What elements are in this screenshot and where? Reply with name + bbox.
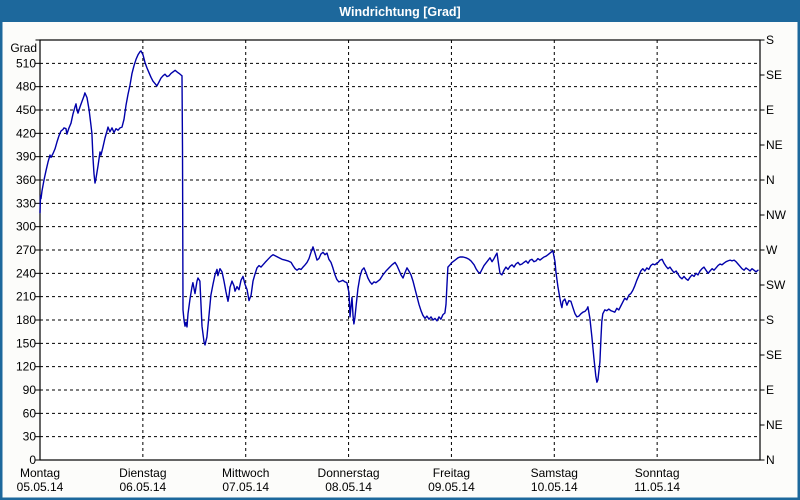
vertical-gridlines	[142, 40, 658, 460]
y-axis-left-label: 270	[16, 243, 36, 257]
day-name-label: Dienstag	[119, 466, 166, 480]
y-axis-left-label: 120	[16, 360, 36, 374]
day-date-label: 06.05.14	[119, 480, 166, 494]
y-axis-left-label: 30	[23, 430, 37, 444]
y-axis-right-label: SE	[766, 348, 782, 362]
day-name-label: Donnerstag	[318, 466, 380, 480]
y-axis-right-label: E	[766, 103, 774, 117]
day-date-label: 05.05.14	[17, 480, 64, 494]
y-axis-left-label: 90	[23, 383, 37, 397]
y-axis-left-label: 300	[16, 220, 36, 234]
y-axis-left-label: 360	[16, 173, 36, 187]
y-axis-left-label: 60	[23, 406, 37, 420]
day-name-label: Mittwoch	[222, 466, 269, 480]
y-axis-left-label: 210	[16, 290, 36, 304]
y-axis-right-label: N	[766, 453, 775, 467]
day-date-label: 09.05.14	[428, 480, 475, 494]
y-axis-right-label: E	[766, 383, 774, 397]
y-axis-left-label: 480	[16, 80, 36, 94]
y-axis-left-label: 420	[16, 126, 36, 140]
chart-title: Windrichtung [Grad]	[339, 5, 460, 19]
day-name-label: Samstag	[531, 466, 578, 480]
y-axis-right-label: W	[766, 243, 778, 257]
y-axis-left-label: 0	[29, 453, 36, 467]
y-axis-left-label: 450	[16, 103, 36, 117]
day-date-label: 07.05.14	[222, 480, 269, 494]
day-name-label: Sonntag	[635, 466, 680, 480]
y-axis-left-label: 510	[16, 56, 36, 70]
y-axis-left: 0 30 60 90 120 150 180 210 240 270 300 330 360 390 420…	[10, 39, 40, 467]
y-axis-left-label: 330	[16, 196, 36, 210]
y-axis-right-label: NE	[766, 138, 783, 152]
day-date-label: 11.05.14	[634, 480, 680, 494]
y-axis-left-label: 150	[16, 336, 36, 350]
horizontal-gridlines	[40, 62, 760, 438]
day-date-label: 08.05.14	[325, 480, 372, 494]
y-axis-right-label: S	[766, 33, 774, 47]
y-axis-unit-label: Grad	[10, 41, 37, 55]
day-date-label: 10.05.14	[531, 480, 578, 494]
y-axis-right: N NE E SE S SW W NW N NE E SE S	[760, 33, 787, 467]
plot-border	[39, 39, 761, 461]
y-axis-right-label: S	[766, 313, 774, 327]
day-name-label: Freitag	[433, 466, 470, 480]
y-axis-left-label: 180	[16, 313, 36, 327]
y-axis-right-label: N	[766, 173, 775, 187]
y-axis-right-label: SE	[766, 68, 782, 82]
plot-area: 0 30 60 90 120 150 180 210 240 270 300 330 360 390 420…	[10, 33, 786, 494]
wind-direction-series-line	[39, 50, 759, 383]
y-axis-right-label: NE	[766, 418, 783, 432]
y-axis-right-label: NW	[766, 208, 787, 222]
y-axis-left-label: 240	[16, 266, 36, 280]
y-axis-right-label: SW	[766, 278, 786, 292]
y-axis-left-label: 390	[16, 150, 36, 164]
title-bar	[1, 1, 799, 22]
day-name-label: Montag	[20, 466, 60, 480]
